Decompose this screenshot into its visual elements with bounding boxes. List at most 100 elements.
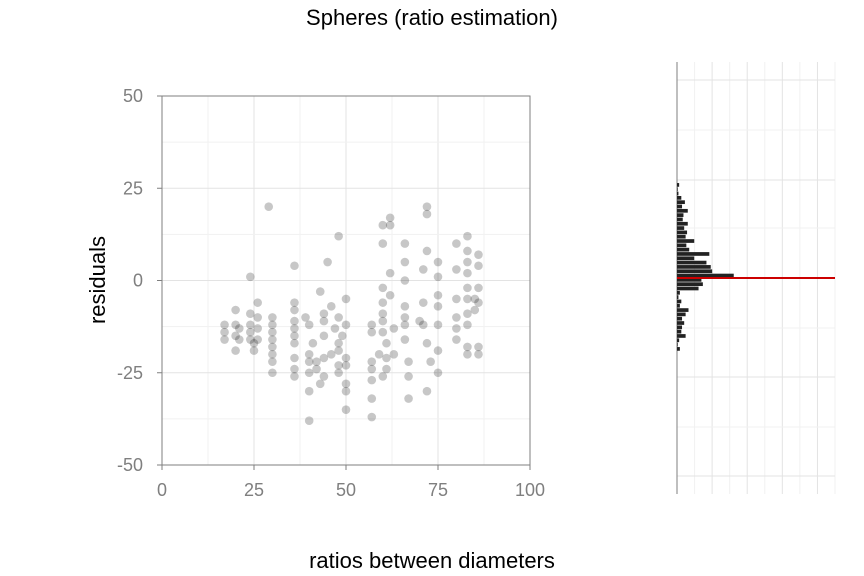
- x-tick-labels: 0 25 50 75 100: [157, 465, 545, 500]
- histogram-bar: [677, 334, 686, 338]
- scatter-point: [319, 316, 329, 326]
- scatter-point: [334, 346, 343, 355]
- scatter-point: [367, 364, 377, 374]
- histogram-bar: [677, 303, 680, 308]
- scatter-point: [334, 368, 343, 378]
- scatter-point: [319, 309, 329, 319]
- histogram-bar: [677, 239, 695, 243]
- scatter-point: [304, 368, 314, 378]
- scatter-point: [301, 313, 310, 322]
- scatter-points: [220, 202, 483, 426]
- histogram-bar: [677, 204, 683, 209]
- scatter-point: [220, 335, 229, 344]
- histogram-bar: [677, 299, 682, 304]
- scatter-point: [367, 375, 377, 385]
- y-tick-label: 50: [123, 86, 143, 106]
- scatter-point: [382, 353, 391, 363]
- scatter-point: [385, 268, 395, 278]
- scatter-point: [319, 331, 329, 341]
- scatter-point: [389, 350, 399, 359]
- scatter-point: [382, 364, 391, 374]
- x-tick-label: 50: [336, 480, 356, 500]
- x-tick-label: 25: [244, 480, 264, 500]
- scatter-point: [433, 320, 443, 330]
- scatter-point: [463, 231, 472, 241]
- scatter-point: [290, 331, 299, 341]
- scatter-point: [334, 361, 343, 370]
- histogram-bar: [677, 290, 680, 295]
- y-tick-labels: 50 25 0 -25 -50: [117, 86, 162, 475]
- scatter-point: [341, 405, 351, 414]
- scatter-point: [418, 320, 428, 330]
- scatter-point: [341, 353, 351, 363]
- scatter-point: [400, 335, 410, 344]
- scatter-point: [330, 324, 340, 333]
- scatter-point: [378, 298, 388, 307]
- scatter-point: [422, 202, 432, 211]
- histogram-bar: [677, 286, 699, 291]
- x-axis-title: ratios between diameters: [309, 548, 555, 573]
- histogram-bar: [677, 221, 688, 226]
- scatter-panel: 0 25 50 75 100 50 25 0 -25 -50: [117, 86, 545, 500]
- histogram-bar: [677, 325, 683, 330]
- scatter-point: [334, 231, 343, 241]
- scatter-point: [304, 386, 314, 396]
- histogram-bar: [677, 213, 684, 217]
- scatter-point: [433, 346, 443, 355]
- scatter-point: [253, 335, 262, 344]
- scatter-point: [268, 342, 277, 352]
- scatter-point: [290, 316, 299, 326]
- scatter-point: [268, 335, 277, 344]
- histogram-bar: [677, 200, 685, 205]
- histogram-bar: [677, 338, 680, 343]
- scatter-point: [400, 302, 410, 311]
- scatter-point: [268, 357, 277, 366]
- histogram-bar: [677, 312, 686, 317]
- scatter-point: [463, 257, 472, 267]
- scatter-point: [234, 324, 244, 333]
- scatter-point: [463, 350, 472, 359]
- histogram-bar: [677, 295, 679, 299]
- histogram-bar: [677, 316, 683, 321]
- scatter-point: [463, 342, 472, 352]
- scatter-point: [433, 272, 443, 282]
- scatter-point: [418, 298, 428, 307]
- histogram-bar: [677, 247, 690, 252]
- scatter-point: [290, 353, 299, 363]
- histogram-bar: [677, 217, 683, 222]
- scatter-point: [400, 320, 410, 330]
- scatter-point: [474, 250, 483, 259]
- scatter-point: [404, 394, 413, 403]
- histogram-bar: [677, 260, 707, 265]
- scatter-point: [268, 327, 277, 337]
- scatter-point: [418, 265, 428, 274]
- histogram-bar: [677, 183, 680, 187]
- scatter-point: [312, 357, 321, 366]
- scatter-point: [452, 265, 461, 274]
- scatter-point: [389, 324, 399, 333]
- scatter-point: [220, 320, 229, 330]
- scatter-point: [290, 324, 299, 333]
- scatter-point: [463, 283, 472, 293]
- scatter-point: [367, 357, 377, 366]
- y-tick-label: 0: [133, 271, 143, 291]
- scatter-point: [315, 287, 325, 296]
- scatter-point: [378, 283, 388, 293]
- scatter-point: [304, 416, 314, 426]
- scatter-point: [367, 412, 377, 422]
- scatter-point: [304, 350, 314, 359]
- histogram-bar: [677, 321, 685, 325]
- x-tick-label: 75: [428, 480, 448, 500]
- scatter-point: [234, 335, 244, 344]
- scatter-point: [341, 379, 351, 389]
- histogram-bar: [677, 265, 711, 269]
- scatter-point: [470, 305, 480, 315]
- histogram-bar: [677, 256, 695, 261]
- scatter-point: [264, 202, 274, 211]
- scatter-point: [367, 394, 377, 403]
- scatter-point: [378, 220, 388, 230]
- scatter-point: [308, 338, 318, 348]
- histogram-bar: [677, 308, 689, 312]
- scatter-point: [415, 316, 424, 326]
